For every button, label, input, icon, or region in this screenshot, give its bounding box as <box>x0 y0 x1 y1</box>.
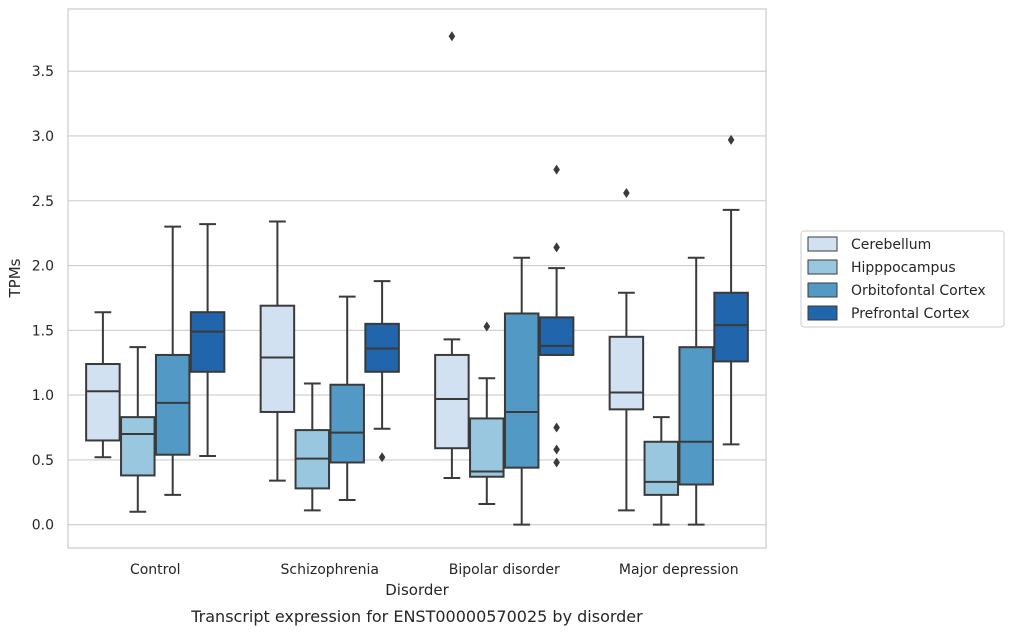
y-tick-label: 3.5 <box>32 64 54 80</box>
x-tick-label: Control <box>130 562 181 578</box>
iqr-box <box>259 304 296 413</box>
legend-swatch <box>807 282 838 298</box>
iqr-box <box>713 291 749 363</box>
y-tick-label: 1.0 <box>32 388 54 404</box>
box-group <box>329 295 365 502</box>
y-tick-label: 1.5 <box>32 323 54 339</box>
y-tick-labels: 0.0 0.5 1.0 1.5 2.0 2.5 3.0 3.5 <box>32 64 54 533</box>
box-group <box>364 280 400 463</box>
legend-swatch <box>807 305 838 321</box>
box-plots <box>85 31 749 526</box>
box-group <box>503 256 540 526</box>
box-group <box>469 321 505 505</box>
legend-label: Cerebellum <box>851 237 931 253</box>
legend-label: Prefrontal Cortex <box>851 306 970 322</box>
outlier-point <box>378 452 386 463</box>
iqr-box <box>154 353 191 456</box>
x-tick-label: Schizophrenia <box>281 562 379 578</box>
x-tick-label: Bipolar disorder <box>449 562 560 578</box>
outlier-point <box>727 134 735 145</box>
iqr-box <box>120 416 156 477</box>
x-tick-labels: Control Schizophrenia Bipolar disorder Majo… <box>130 562 739 578</box>
legend-swatch <box>807 236 838 252</box>
iqr-box <box>678 346 714 486</box>
plot-frame <box>67 8 767 549</box>
x-tick-label: Major depression <box>619 562 739 578</box>
iqr-box <box>189 311 226 373</box>
box-group <box>434 31 470 480</box>
y-tick-label: 0.5 <box>32 453 54 469</box>
iqr-box <box>608 335 645 411</box>
legend-label: Hipppocampus <box>851 260 956 276</box>
iqr-box <box>469 417 505 478</box>
box-group <box>678 256 714 526</box>
box-group <box>538 164 575 468</box>
outlier-point <box>553 164 560 175</box>
box-group <box>713 134 749 446</box>
outlier-point <box>553 422 560 433</box>
iqr-box <box>538 316 575 356</box>
box-group <box>294 382 331 512</box>
box-group <box>259 220 296 482</box>
outlier-point <box>483 321 491 332</box>
box-group <box>608 187 645 512</box>
y-tick-label: 3.0 <box>32 129 54 145</box>
legend-swatch <box>807 259 838 275</box>
y-axis-label: TPMs <box>6 258 24 298</box>
outlier-point <box>553 242 560 253</box>
y-tick-label: 0.0 <box>32 518 54 534</box>
y-tick-label: 2.5 <box>32 194 54 210</box>
x-axis-label: Disorder <box>385 581 449 599</box>
box-group <box>120 346 156 513</box>
box-group <box>189 223 226 458</box>
iqr-box <box>643 440 680 496</box>
iqr-box <box>85 363 121 442</box>
iqr-box <box>434 353 470 450</box>
legend: Cerebellum Hipppocampus Orbitofontal Corte… <box>800 230 1005 328</box>
legend-frame <box>800 230 1005 328</box>
box-group <box>85 311 121 459</box>
outlier-point <box>448 31 456 42</box>
box-group <box>643 416 680 526</box>
box-group <box>154 225 191 496</box>
y-tick-label: 2.0 <box>32 259 54 275</box>
iqr-box <box>503 312 540 469</box>
outlier-point <box>553 444 560 455</box>
outlier-point <box>623 187 630 198</box>
legend-label: Orbitofontal Cortex <box>851 283 986 299</box>
outlier-point <box>553 457 560 468</box>
figure-caption: Transcript expression for ENST0000057002… <box>190 607 643 626</box>
iqr-box <box>329 383 365 464</box>
